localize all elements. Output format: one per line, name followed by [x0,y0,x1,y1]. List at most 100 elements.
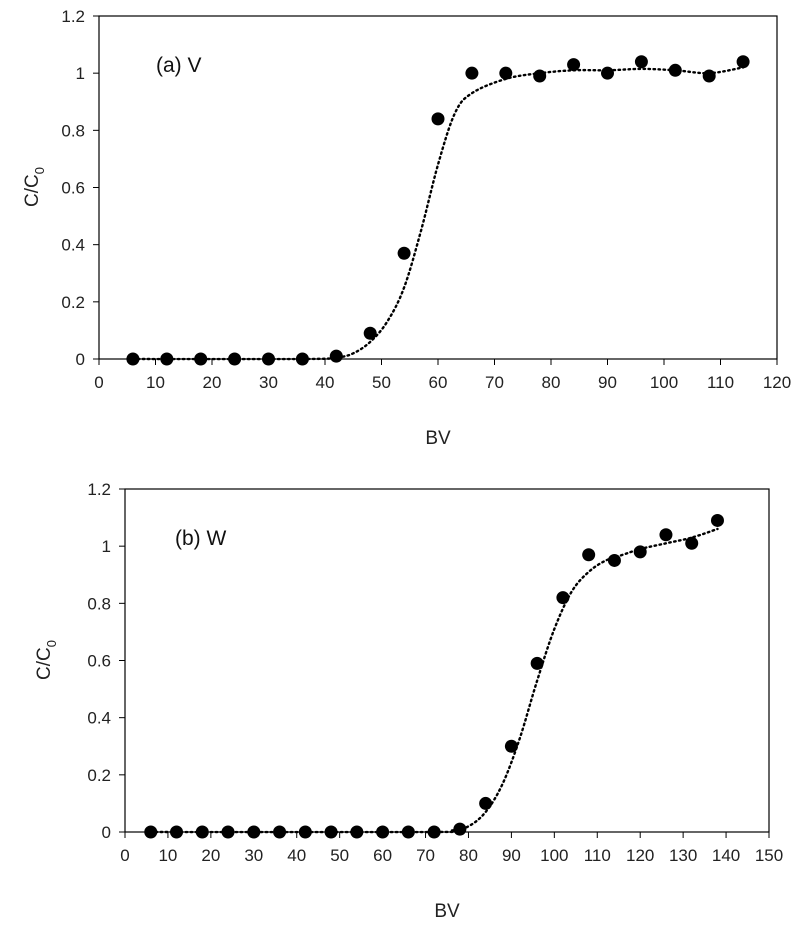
data-point [504,739,518,753]
x-tick-label: 120 [626,846,654,865]
data-point [329,349,343,363]
y-tick-label: 0.6 [61,179,85,198]
data-point [533,69,547,83]
y-tick-label: 1.2 [87,480,111,499]
x-tick-label: 100 [650,373,678,392]
x-tick-label: 40 [316,373,335,392]
data-marks [126,55,750,366]
panel-label: (b) W [175,527,227,550]
y-tick-label: 0.4 [87,709,111,728]
data-point [685,536,699,550]
data-point [273,825,287,839]
x-tick-label: 90 [502,846,521,865]
data-point [582,548,596,562]
data-point [567,58,581,72]
data-point [465,66,479,80]
x-tick-label: 20 [203,373,222,392]
data-point [668,63,682,77]
data-point [221,825,235,839]
data-point [298,825,312,839]
y-tick-label: 0 [76,350,85,369]
panel-label: (a) V [156,54,202,77]
y-axis-title: C/C0 [34,640,59,680]
x-tick-label: 10 [158,846,177,865]
chart-panel-b: (b) W BV C/C0 0 10 20 30 40 50 60 70 80 90 100 110 1… [34,480,783,922]
data-point [427,825,441,839]
data-point [702,69,716,83]
x-tick-label: 80 [459,846,478,865]
data-point [479,796,493,810]
x-tick-label: 150 [755,846,783,865]
data-point [431,112,445,126]
x-tick-label: 110 [707,373,734,392]
y-tick-label: 0.8 [61,121,85,140]
x-tick-label: 60 [429,373,448,392]
data-point [601,66,614,80]
x-tick-label: 60 [373,846,392,865]
data-point [453,822,467,836]
data-point [262,352,275,366]
data-point [126,352,140,366]
y-tick-label: 0.8 [87,594,111,613]
data-point [194,352,208,366]
x-tick-label: 0 [94,373,103,392]
x-tick-label: 20 [201,846,220,865]
y-tick-label: 0.4 [61,236,85,255]
x-tick-label: 140 [712,846,740,865]
x-tick-label: 30 [259,373,278,392]
y-tick-label: 0.2 [87,766,111,785]
y-tick-label: 0.2 [61,293,85,312]
y-tick-label: 1.2 [61,7,85,26]
data-point [659,528,673,542]
data-point [247,825,261,839]
y-tick-label: 1 [76,64,85,83]
data-point [350,825,364,839]
x-axis-title: BV [425,428,451,449]
data-marks [144,513,724,839]
y-tick-label: 0 [102,823,111,842]
data-point [633,545,647,559]
data-point [228,352,242,366]
data-point [295,352,309,366]
x-tick-label: 130 [669,846,697,865]
data-point [499,66,513,80]
data-point [144,825,158,839]
x-tick-label: 50 [330,846,349,865]
y-tick-label: 0.6 [87,652,111,671]
x-tick-label: 30 [244,846,263,865]
data-point [607,553,621,567]
data-point [195,825,209,839]
x-tick-label: 40 [287,846,306,865]
fit-curve-line [149,527,719,834]
data-point [376,825,390,839]
x-tick-label: 10 [146,373,165,392]
x-tick-label: 120 [763,373,791,392]
x-tick-label: 50 [372,373,391,392]
data-point [710,513,724,527]
fit-curve-line [131,66,745,361]
data-point [736,55,750,69]
x-tick-label: 70 [416,846,435,865]
data-point [397,246,411,260]
data-point [530,656,544,670]
y-tick-label: 1 [102,537,111,556]
data-point [363,326,377,340]
data-point [160,352,174,366]
axis-ticks: 0 10 20 30 40 50 60 70 80 90 100 110 120 0 0.2 0.4 0.6 0.… [61,7,791,392]
chart-panel-a: (a) V BV C/C0 0 10 20 30 40 50 60 70 80 90 100 110 1… [22,7,791,449]
x-axis-title: BV [434,901,460,922]
data-point [324,825,338,839]
x-tick-label: 70 [485,373,504,392]
y-axis-title: C/C0 [22,167,47,207]
x-tick-label: 100 [540,846,568,865]
x-tick-label: 110 [584,846,611,865]
x-tick-label: 90 [598,373,617,392]
data-point [170,825,184,839]
axis-ticks: 0 10 20 30 40 50 60 70 80 90 100 110 120 130 140 150 0 0.… [87,480,783,865]
data-point [634,55,648,69]
x-tick-label: 0 [120,846,129,865]
data-point [401,825,415,839]
x-tick-label: 80 [542,373,561,392]
data-point [556,591,570,605]
